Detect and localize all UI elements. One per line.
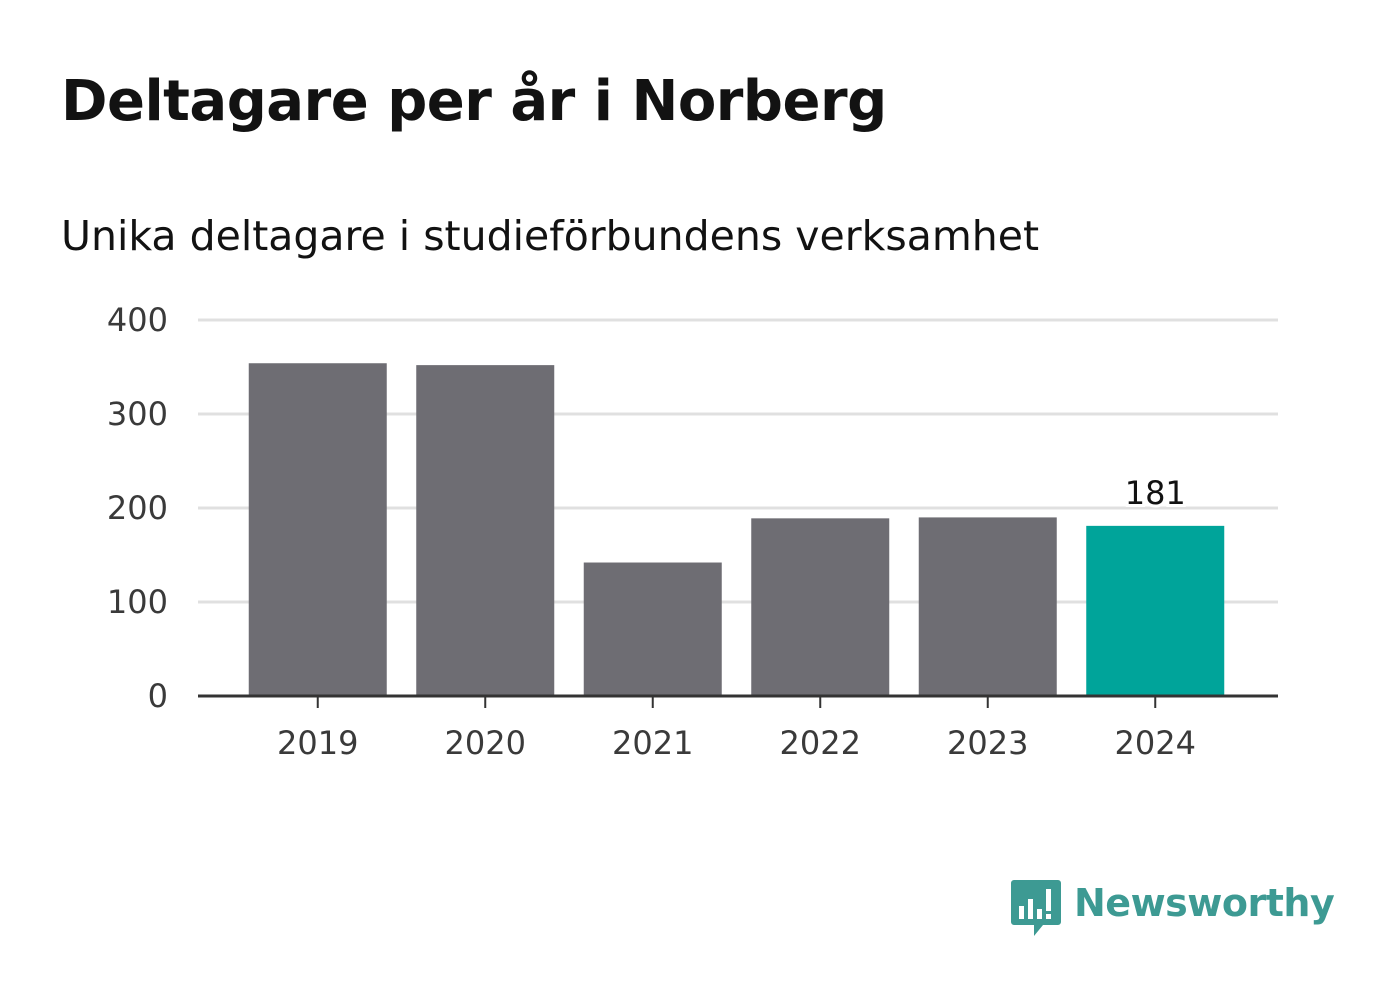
y-tick-label: 200 bbox=[107, 489, 168, 527]
labels: 0 100 200 300 400 2019 2020 2021 2022 2023 2024 181 bbox=[107, 301, 1196, 762]
x-tick-label: 2019 bbox=[277, 724, 358, 762]
bar bbox=[918, 517, 1057, 696]
bar bbox=[751, 518, 890, 696]
bar bbox=[416, 365, 555, 696]
x-tick-label: 2020 bbox=[445, 724, 526, 762]
y-tick-label: 300 bbox=[107, 395, 168, 433]
newsworthy-chart-icon bbox=[1011, 880, 1061, 936]
chart-title: Deltagare per år i Norberg bbox=[61, 69, 887, 134]
chart-subtitle: Unika deltagare i studieförbundens verks… bbox=[61, 212, 1040, 260]
x-tick-label: 2021 bbox=[612, 724, 693, 762]
bars bbox=[248, 363, 1225, 696]
y-tick-label: 100 bbox=[107, 583, 168, 621]
bar bbox=[248, 363, 387, 696]
bar bbox=[583, 562, 722, 696]
newsworthy-logo: Newsworthy bbox=[1010, 878, 1335, 942]
x-tick-label: 2023 bbox=[947, 724, 1028, 762]
logo-text: Newsworthy bbox=[1074, 881, 1335, 925]
y-tick-label: 0 bbox=[148, 677, 168, 715]
highlighted-bar bbox=[1086, 525, 1225, 696]
x-tick-label: 2024 bbox=[1115, 724, 1196, 762]
data-label: 181 bbox=[1125, 474, 1186, 512]
x-tick-label: 2022 bbox=[780, 724, 861, 762]
axes bbox=[198, 694, 1278, 708]
y-tick-label: 400 bbox=[107, 301, 168, 339]
